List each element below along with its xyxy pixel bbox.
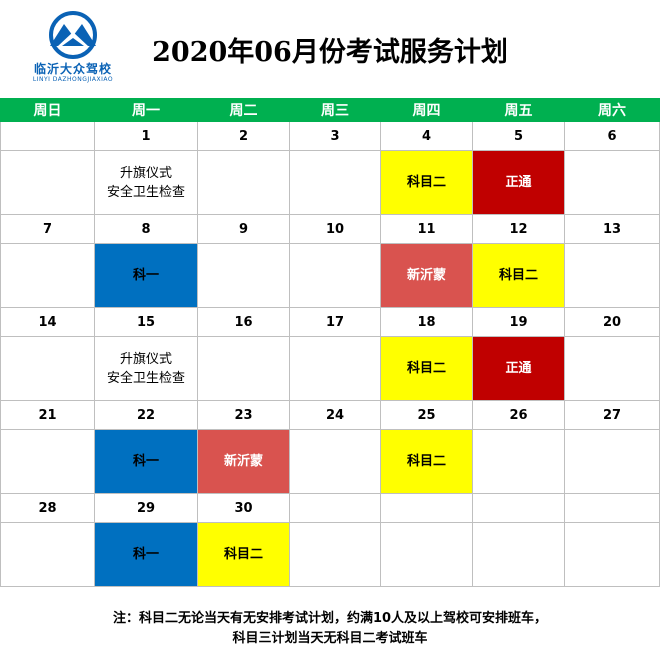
date-number: [564, 493, 660, 523]
date-number: 6: [564, 121, 660, 151]
date-row: 28 29 30: [0, 493, 660, 523]
event-cell: 正通: [472, 150, 565, 215]
date-number: 26: [472, 400, 565, 430]
event-cell: [289, 429, 381, 494]
footer-note-line-2: 科目三计划当天无科目二考试班车: [232, 631, 428, 646]
event-cell: 升旗仪式 安全卫生检查: [94, 336, 198, 401]
event-cell: [0, 522, 95, 587]
date-number: 30: [197, 493, 290, 523]
footer-note: 注：科目二无论当天有无安排考试计划，约满10人及以上驾校可安排班车， 科目三计划…: [0, 601, 660, 656]
date-number: 23: [197, 400, 290, 430]
weekday-header: 周四: [380, 98, 473, 122]
date-number: 21: [0, 400, 95, 430]
event-cell: 科目二: [380, 150, 473, 215]
event-cell: 升旗仪式 安全卫生检查: [94, 150, 198, 215]
calendar-table: 周日 周一 周二 周三 周四 周五 周六 1 2 3 4 5 6 升旗仪式 安全卫生检查 科目二 正通 7 8 9…: [0, 98, 660, 587]
weekday-header-row: 周日 周一 周二 周三 周四 周五 周六: [0, 98, 660, 122]
date-number: 25: [380, 400, 473, 430]
event-row: 科一 新沂蒙 科目二: [0, 429, 660, 494]
date-number: 17: [289, 307, 381, 337]
date-number: 7: [0, 214, 95, 244]
event-cell: [472, 429, 565, 494]
event-cell: [564, 336, 660, 401]
date-number: 28: [0, 493, 95, 523]
event-cell: [564, 522, 660, 587]
event-cell: [289, 243, 381, 308]
weekday-header: 周六: [564, 98, 660, 122]
event-cell: [197, 243, 290, 308]
event-cell: 科一: [94, 429, 198, 494]
event-cell: [472, 522, 565, 587]
date-number: 9: [197, 214, 290, 244]
footer-note-line-1: 注：科目二无论当天有无安排考试计划，约满10人及以上驾校可安排班车，: [112, 611, 548, 626]
date-number: 15: [94, 307, 198, 337]
event-cell: [0, 429, 95, 494]
weekday-header: 周三: [289, 98, 381, 122]
event-row: 科一 新沂蒙 科目二: [0, 243, 660, 308]
date-number: [380, 493, 473, 523]
date-number: 22: [94, 400, 198, 430]
date-number: 2: [197, 121, 290, 151]
event-cell: 科目二: [380, 336, 473, 401]
mountain-logo-icon: [49, 11, 97, 59]
date-number: 10: [289, 214, 381, 244]
event-cell: 科一: [94, 522, 198, 587]
weekday-header: 周日: [0, 98, 95, 122]
event-cell: [197, 150, 290, 215]
date-number: 1: [94, 121, 198, 151]
event-cell: 新沂蒙: [197, 429, 290, 494]
logo-text: 临沂大众驾校: [33, 62, 112, 76]
page-header: 临沂大众驾校 LINYI DAZHONGJIAXIAO 2020年06月份考试服…: [0, 0, 660, 97]
event-cell: [197, 336, 290, 401]
event-cell: 科目二: [197, 522, 290, 587]
event-cell: 正通: [472, 336, 565, 401]
weekday-header: 周一: [94, 98, 198, 122]
date-row: 14 15 16 17 18 19 20: [0, 307, 660, 337]
weekday-header: 周二: [197, 98, 290, 122]
date-number: [472, 493, 565, 523]
event-cell: [0, 150, 95, 215]
date-number: 24: [289, 400, 381, 430]
date-number: 14: [0, 307, 95, 337]
logo-subtext: LINYI DAZHONGJIAXIAO: [32, 76, 114, 83]
page-title: 2020年06月份考试服务计划: [152, 37, 508, 68]
event-cell: 新沂蒙: [380, 243, 473, 308]
date-number: 12: [472, 214, 565, 244]
event-cell: [0, 243, 95, 308]
date-number: 20: [564, 307, 660, 337]
date-number: 13: [564, 214, 660, 244]
date-number: 16: [197, 307, 290, 337]
date-row: 7 8 9 10 11 12 13: [0, 214, 660, 244]
event-cell: [289, 522, 381, 587]
date-number: 27: [564, 400, 660, 430]
date-number: [289, 493, 381, 523]
date-number: [0, 121, 95, 151]
date-number: 3: [289, 121, 381, 151]
date-number: 4: [380, 121, 473, 151]
event-cell: [289, 150, 381, 215]
event-cell: [380, 522, 473, 587]
event-cell: [564, 429, 660, 494]
calendar: 周日 周一 周二 周三 周四 周五 周六 1 2 3 4 5 6 升旗仪式 安全卫生检查 科目二 正通 7 8 9…: [0, 98, 660, 587]
weekday-header: 周五: [472, 98, 565, 122]
event-cell: [289, 336, 381, 401]
event-row: 科一 科目二: [0, 522, 660, 587]
event-cell: 科目二: [380, 429, 473, 494]
event-cell: 科一: [94, 243, 198, 308]
date-number: 29: [94, 493, 198, 523]
logo: 临沂大众驾校 LINYI DAZHONGJIAXIAO: [28, 10, 118, 92]
date-number: 8: [94, 214, 198, 244]
date-number: 11: [380, 214, 473, 244]
event-cell: [564, 243, 660, 308]
event-cell: [0, 336, 95, 401]
date-number: 18: [380, 307, 473, 337]
event-row: 升旗仪式 安全卫生检查 科目二 正通: [0, 336, 660, 401]
event-cell: [564, 150, 660, 215]
event-cell: 科目二: [472, 243, 565, 308]
date-number: 5: [472, 121, 565, 151]
date-row: 21 22 23 24 25 26 27: [0, 400, 660, 430]
event-row: 升旗仪式 安全卫生检查 科目二 正通: [0, 150, 660, 215]
date-number: 19: [472, 307, 565, 337]
